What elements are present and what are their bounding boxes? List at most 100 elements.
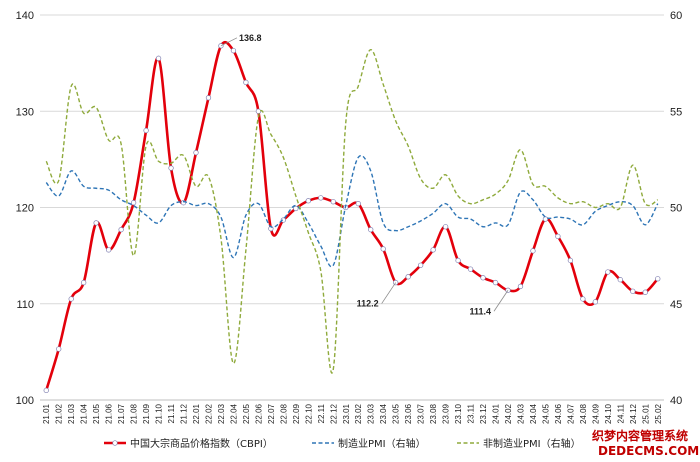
y-right-tick-label: 45	[670, 299, 682, 311]
y-right-tick-label: 50	[670, 203, 682, 215]
annotation-label: 136.8	[239, 33, 262, 43]
x-tick-label: 24.03	[516, 403, 525, 424]
x-tick-label: 23.06	[404, 403, 413, 424]
legend-item: 制造业PMI（右轴）	[312, 437, 426, 450]
series	[43, 40, 661, 394]
data-point	[442, 224, 449, 230]
data-point	[605, 269, 611, 275]
y-axis-right-labels: 40 45 50 55 60	[670, 10, 682, 407]
x-tick-label: 25.01	[641, 403, 650, 424]
x-tick-label: 21.03	[67, 403, 76, 424]
data-point	[318, 195, 324, 201]
watermark-line1: 织梦内容管理系统	[592, 428, 688, 443]
data-point	[230, 47, 237, 54]
x-tick-label: 22.02	[204, 403, 213, 424]
x-tick-label: 24.01	[492, 403, 501, 424]
x-tick-label: 24.07	[566, 403, 575, 424]
annotation-leader	[220, 37, 238, 47]
x-tick-label: 24.06	[554, 403, 563, 424]
data-point	[118, 226, 124, 233]
x-tick-label: 23.12	[479, 403, 488, 424]
x-tick-label: 22.01	[192, 403, 201, 424]
data-point	[368, 226, 374, 233]
y-left-tick-label: 110	[16, 299, 34, 311]
data-point	[155, 55, 162, 61]
y-left-tick-label: 140	[16, 10, 34, 22]
data-point	[293, 205, 299, 212]
data-point	[580, 296, 586, 302]
data-point	[567, 257, 574, 264]
data-point	[168, 165, 174, 171]
x-tick-label: 24.05	[541, 403, 550, 424]
x-tick-label: 21.02	[55, 403, 64, 424]
legend-label: 制造业PMI（右轴）	[338, 437, 426, 450]
data-point	[405, 274, 411, 280]
x-tick-label: 23.11	[467, 403, 476, 423]
x-tick-label: 22.09	[292, 403, 301, 424]
x-tick-label: 23.09	[442, 403, 451, 424]
x-tick-label: 22.07	[267, 403, 276, 424]
x-tick-label: 22.10	[304, 403, 313, 424]
data-point	[467, 266, 474, 272]
series-group	[45, 154, 659, 268]
data-point	[205, 95, 212, 101]
legend: 中国大宗商品价格指数（CBPI） 制造业PMI（右轴） 非制造业PMI（右轴）	[104, 437, 581, 450]
x-tick-label: 23.07	[417, 403, 426, 424]
y-axis-left-labels: 100 110 120 130 140	[16, 10, 34, 407]
watermark-line2: DEDECMS.COM	[598, 444, 699, 458]
data-point	[617, 277, 623, 283]
series-line	[45, 48, 659, 374]
data-point	[530, 248, 536, 254]
annotation-label: 111.4	[469, 306, 491, 316]
series-group	[43, 40, 661, 394]
x-tick-label: 22.03	[217, 403, 226, 424]
data-point	[555, 233, 561, 240]
data-point	[430, 247, 436, 253]
data-point	[105, 247, 112, 253]
x-tick-label: 24.08	[579, 403, 588, 424]
data-point	[380, 246, 386, 252]
x-tick-label: 22.12	[329, 403, 338, 424]
data-point	[642, 289, 648, 295]
data-point	[81, 279, 87, 286]
x-tick-label: 25.02	[654, 403, 663, 424]
x-tick-label: 24.12	[629, 403, 638, 424]
x-tick-label: 21.06	[105, 403, 114, 424]
x-tick-label: 21.05	[92, 403, 101, 424]
y-left-tick-label: 120	[16, 203, 34, 215]
x-tick-label: 24.02	[504, 403, 513, 424]
legend-marker	[112, 440, 118, 446]
data-point	[93, 220, 99, 226]
x-tick-label: 21.01	[42, 403, 51, 424]
x-tick-label: 21.09	[142, 403, 151, 424]
legend-item: 中国大宗商品价格指数（CBPI）	[104, 437, 273, 450]
series-line	[44, 40, 659, 391]
data-point	[193, 149, 199, 156]
x-tick-label: 22.05	[242, 403, 251, 424]
data-point	[417, 262, 424, 268]
annotations: 136.8 112.2 111.4	[220, 33, 509, 316]
data-point	[480, 275, 486, 281]
x-axis-labels: 21.01 21.02 21.03 21.04 21.05 21.06 21.07 21.08…	[42, 403, 663, 424]
x-tick-label: 22.11	[317, 403, 326, 423]
y-left-tick-label: 130	[16, 106, 34, 118]
y-left-tick-label: 100	[16, 395, 34, 407]
data-point	[630, 288, 636, 294]
data-point	[68, 296, 74, 302]
x-tick-label: 21.04	[80, 403, 89, 424]
x-tick-label: 21.07	[117, 403, 126, 424]
data-point	[305, 198, 311, 204]
gridlines	[40, 14, 664, 401]
x-tick-label: 24.09	[591, 403, 600, 424]
x-tick-label: 24.11	[616, 403, 625, 423]
x-tick-label: 21.10	[155, 403, 164, 424]
x-tick-label: 22.06	[254, 403, 263, 424]
legend-label: 中国大宗商品价格指数（CBPI）	[130, 437, 273, 450]
data-point	[517, 283, 524, 290]
x-tick-label: 23.01	[342, 403, 351, 424]
watermark: 织梦内容管理系统 DEDECMS.COM	[592, 428, 699, 458]
data-point	[655, 276, 661, 282]
data-point	[255, 108, 262, 114]
data-point	[56, 346, 62, 352]
